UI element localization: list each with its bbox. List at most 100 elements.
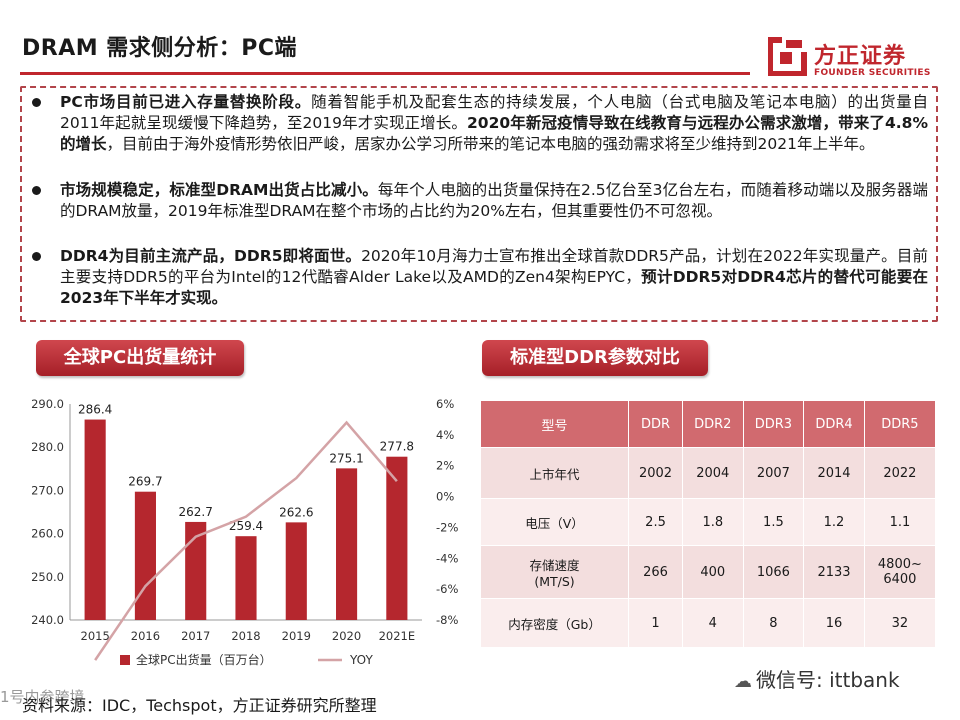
table-row: 内存密度（Gb） 1 4 8 16 32 — [479, 598, 937, 648]
table-cell: 2.5 — [628, 498, 683, 546]
bar-value-label: 275.1 — [329, 451, 363, 465]
bullet-normal: ，目前由于海外疫情形势依旧严峻，居家办公学习所带来的笔记本电脑的强劲需求将至少维… — [106, 135, 875, 153]
table-header-cell: DDR3 — [742, 400, 805, 448]
table-cell: 2133 — [803, 545, 865, 599]
table-cell: 16 — [803, 598, 865, 648]
bullet-text: DDR4为目前主流产品，DDR5即将面世。2020年10月海力士宣布推出全球首款… — [60, 246, 928, 309]
table-cell: 400 — [681, 545, 744, 599]
table-cell: 8 — [742, 598, 805, 648]
table-cell: 32 — [863, 598, 937, 648]
left-axis-tick-label: 270.0 — [31, 483, 64, 497]
source-note: 资料来源：IDC，Techspot，方正证券研究所整理 — [22, 696, 377, 715]
section-label-ddr-params: 标准型DDR参数对比 — [482, 340, 708, 376]
table-cell: 266 — [628, 545, 683, 599]
table-cell: 1.2 — [803, 498, 865, 546]
logo-cn-text: 方正证券 — [814, 44, 907, 69]
bullet-dot-icon — [32, 252, 41, 261]
title-divider — [20, 72, 750, 75]
summary-box: PC市场目前已进入存量替换阶段。随着智能手机及配套生态的持续发展，个人电脑（台式… — [20, 86, 938, 322]
table-cell: 4 — [681, 598, 744, 648]
right-axis-tick-label: -8% — [436, 613, 458, 627]
logo-en-text: FOUNDER SECURITIES — [814, 68, 931, 78]
bar — [386, 456, 408, 620]
table-header-cell: DDR — [628, 400, 683, 448]
ddr-spec-table: 型号 DDR DDR2 DDR3 DDR4 DDR5 上市年代 2002 200… — [479, 400, 937, 648]
right-axis-tick-label: -6% — [436, 582, 458, 596]
bar-value-label: 259.4 — [229, 519, 263, 533]
bullet-bold: 市场规模稳定，标准型DRAM出货占比减小。 — [60, 181, 378, 199]
x-axis-tick-label: 2018 — [231, 629, 260, 643]
x-axis-tick-label: 2015 — [81, 629, 110, 643]
yoy-line — [94, 420, 398, 661]
x-axis-tick-label: 2020 — [332, 629, 361, 643]
bullet-dot-icon — [32, 186, 41, 195]
bullet-text: PC市场目前已进入存量替换阶段。随着智能手机及配套生态的持续发展，个人电脑（台式… — [60, 92, 928, 155]
bar — [185, 521, 207, 620]
table-cell: 2007 — [742, 447, 805, 499]
right-axis-tick-label: 0% — [436, 490, 454, 504]
x-axis-tick-label: 2019 — [282, 629, 311, 643]
table-row: 上市年代 2002 2004 2007 2014 2022 — [479, 447, 937, 499]
bar — [285, 522, 307, 620]
wechat-watermark: ☁ 微信号: ittbank — [730, 664, 900, 693]
table-row: 存储速度 (MT/S) 266 400 1066 2133 4800~ 6400 — [479, 545, 937, 599]
section-label-pc-shipments: 全球PC出货量统计 — [36, 340, 244, 376]
table-cell: 1 — [628, 598, 683, 648]
bullet-dot-icon — [32, 98, 41, 107]
table-cell: 2022 — [863, 447, 937, 499]
x-axis-tick-label: 2017 — [181, 629, 210, 643]
table-cell: 存储速度 (MT/S) — [479, 545, 630, 599]
left-axis-tick-label: 240.0 — [31, 613, 64, 627]
left-axis-tick-label: 250.0 — [31, 570, 64, 584]
bar — [84, 419, 106, 620]
table-header-cell: DDR4 — [803, 400, 865, 448]
table-header-row: 型号 DDR DDR2 DDR3 DDR4 DDR5 — [479, 400, 937, 448]
bullet-normal: 2020年10月海力士宣布推出全球首款DDR5产品，计划在2022年实现量产。目… — [60, 247, 928, 286]
bar — [235, 536, 257, 620]
bar — [336, 468, 358, 620]
bullet-bold: 预计DDR5对DDR4芯片的替代可能要在2023年下半年才实现。 — [60, 268, 929, 307]
bar — [134, 491, 156, 620]
right-axis-tick-label: 2% — [436, 459, 454, 473]
legend-bar-label: 全球PC出货量（百万台） — [136, 652, 272, 667]
bar-value-label: 262.7 — [179, 505, 213, 519]
pc-shipment-chart: 240.0 250.0 260.0 270.0 280.0 290.0 -8% -6% -4% -… — [31, 397, 458, 667]
founder-logo: 方正证券 FOUNDER SECURITIES — [768, 36, 938, 86]
bullet-bold: DDR4为目前主流产品，DDR5即将面世。 — [60, 247, 362, 265]
bullet-3: DDR4为目前主流产品，DDR5即将面世。2020年10月海力士宣布推出全球首款… — [32, 246, 928, 309]
right-axis-tick-label: 6% — [436, 397, 454, 411]
table-cell: 2014 — [803, 447, 865, 499]
table-header-cell: DDR5 — [863, 400, 937, 448]
corner-watermark: 1号内参跨境 — [0, 688, 85, 706]
x-axis-tick-label: 2021E — [379, 629, 416, 643]
bar-value-label: 277.8 — [380, 440, 414, 454]
bullet-normal: 每年个人电脑的出货量保持在2.5亿台至3亿台左右，而随着移动端以及服务器端的DR… — [60, 181, 928, 220]
bullet-2: 市场规模稳定，标准型DRAM出货占比减小。每年个人电脑的出货量保持在2.5亿台至… — [32, 180, 928, 222]
bar-value-label: 286.4 — [78, 403, 112, 417]
x-axis-tick-label: 2016 — [131, 629, 160, 643]
table-header-cell: DDR2 — [681, 400, 744, 448]
founder-logo-icon — [768, 36, 808, 76]
right-axis-tick-label: 4% — [436, 428, 454, 442]
legend-line-label: YOY — [349, 653, 373, 667]
table-cell: 2004 — [681, 447, 744, 499]
table-cell: 2002 — [628, 447, 683, 499]
bullet-1: PC市场目前已进入存量替换阶段。随着智能手机及配套生态的持续发展，个人电脑（台式… — [32, 92, 928, 155]
left-axis-tick-label: 290.0 — [31, 397, 64, 411]
left-axis-tick-label: 260.0 — [31, 527, 64, 541]
legend-bar-swatch — [120, 655, 130, 665]
table-row: 电压（V） 2.5 1.8 1.5 1.2 1.1 — [479, 498, 937, 546]
bullet-bold: PC市场目前已进入存量替换阶段。 — [60, 93, 312, 111]
table-cell: 1.5 — [742, 498, 805, 546]
table-cell: 4800~ 6400 — [863, 545, 937, 599]
bar-value-label: 262.6 — [279, 505, 313, 519]
right-axis-tick-label: -4% — [436, 551, 458, 565]
wechat-text: 微信号: ittbank — [756, 668, 900, 692]
bullet-text: 市场规模稳定，标准型DRAM出货占比减小。每年个人电脑的出货量保持在2.5亿台至… — [60, 180, 928, 222]
bar-value-label: 269.7 — [128, 475, 162, 489]
bullet-bold: 2020年新冠疫情导致在线教育与远程办公需求激增，带来了4.8%的增长 — [60, 114, 928, 153]
right-axis-tick-label: -2% — [436, 520, 458, 534]
table-cell: 1066 — [742, 545, 805, 599]
table-cell: 电压（V） — [479, 498, 630, 546]
table-cell: 上市年代 — [479, 447, 630, 499]
